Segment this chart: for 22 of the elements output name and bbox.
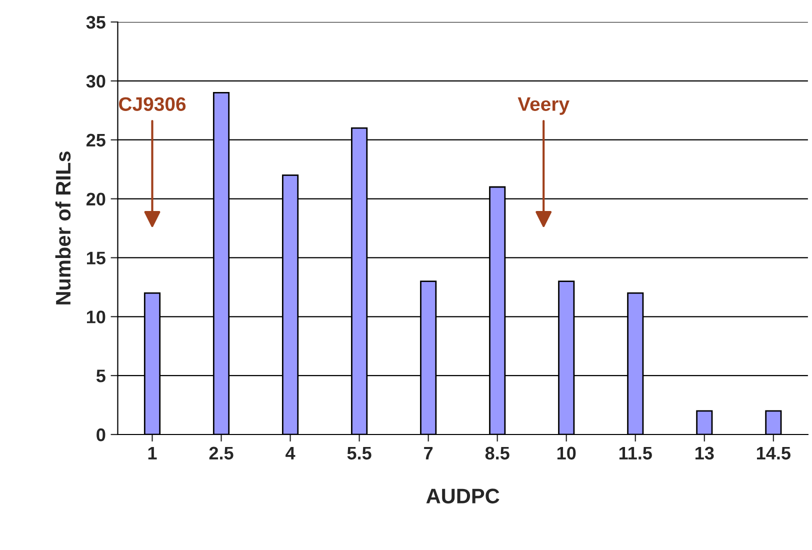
y-tick-label: 35 <box>86 16 106 29</box>
x-tick-label: 2.5 <box>209 446 234 460</box>
y-tick-label: 20 <box>86 192 106 206</box>
x-tick-label: 4 <box>286 446 296 460</box>
x-tick-label: 5.5 <box>347 446 372 460</box>
y-tick-label: 25 <box>86 134 106 147</box>
x-tick-label: 7 <box>424 446 433 460</box>
annotation: CJ9306 <box>118 97 186 111</box>
x-tick-label: 10 <box>557 446 576 460</box>
annotation: Veery <box>518 97 570 115</box>
y-tick-label: 10 <box>86 310 106 324</box>
x-tick-label: 1 <box>148 446 157 460</box>
x-axis-title: AUDPC <box>426 488 500 504</box>
x-tick-label: 8.5 <box>485 446 510 460</box>
x-tick-label: 11.5 <box>619 446 652 460</box>
y-tick-label: 0 <box>96 428 106 442</box>
x-tick-label: 14.5 <box>757 446 790 460</box>
x-tick-label: 13 <box>696 446 714 460</box>
y-tick-label: 15 <box>86 252 106 264</box>
y-axis-title: Number of RILs <box>55 152 71 304</box>
y-tick-label: 30 <box>86 74 106 88</box>
y-tick-label: 5 <box>96 370 106 382</box>
